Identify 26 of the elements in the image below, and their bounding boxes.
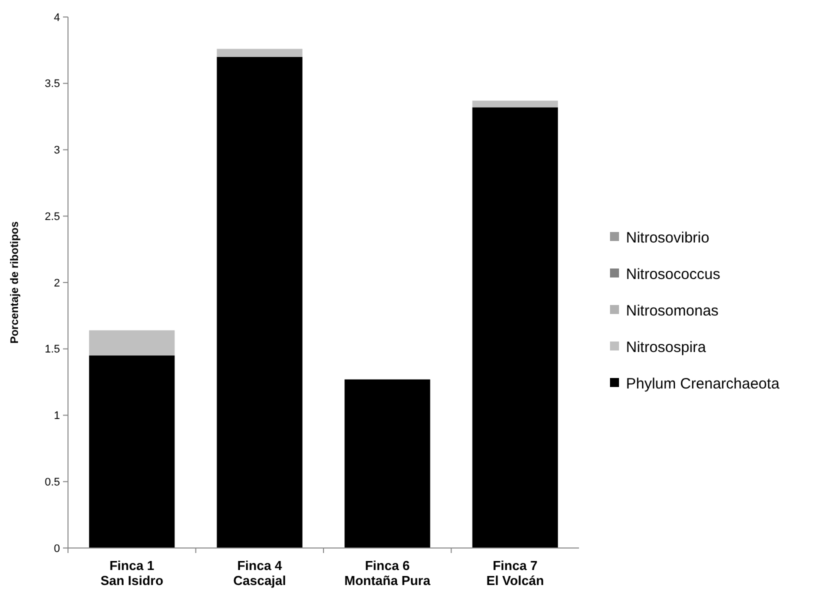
y-tick-label: 2.5 <box>44 210 60 223</box>
bar <box>216 48 302 57</box>
x-tick-label: Finca 4 Cascajal <box>233 558 286 588</box>
y-tick-label: 1.5 <box>44 344 60 356</box>
legend-label: Nitrosomonas <box>626 302 719 320</box>
legend-label: Nitrosococcus <box>626 266 720 283</box>
legend-label: Nitrosospira <box>626 338 707 356</box>
legend-label: Nitrosovibrio <box>626 229 710 246</box>
bar <box>344 379 430 548</box>
x-tick-label: Finca 7 El Volcán <box>486 558 544 588</box>
legend-label: Phylum Crenarchaeota <box>626 375 780 392</box>
bar <box>89 356 175 548</box>
y-tick-label: 1 <box>54 410 60 422</box>
bar <box>472 107 558 548</box>
y-axis-title: Porcentaje de ribotipos <box>9 221 21 344</box>
y-tick-label: 0.5 <box>44 476 60 488</box>
bar <box>216 56 302 548</box>
bar <box>89 330 175 356</box>
y-tick-label: 0 <box>54 542 60 555</box>
y-tick-label: 3.5 <box>44 78 60 90</box>
x-tick-label: Finca 1 San Isidro <box>100 558 164 588</box>
y-tick-label: 3 <box>54 144 60 157</box>
x-tick-label: Finca 6 Montaña Pura <box>344 558 432 588</box>
y-tick-label: 4 <box>54 12 60 24</box>
bar <box>472 100 558 108</box>
y-tick-label: 2 <box>54 277 60 290</box>
